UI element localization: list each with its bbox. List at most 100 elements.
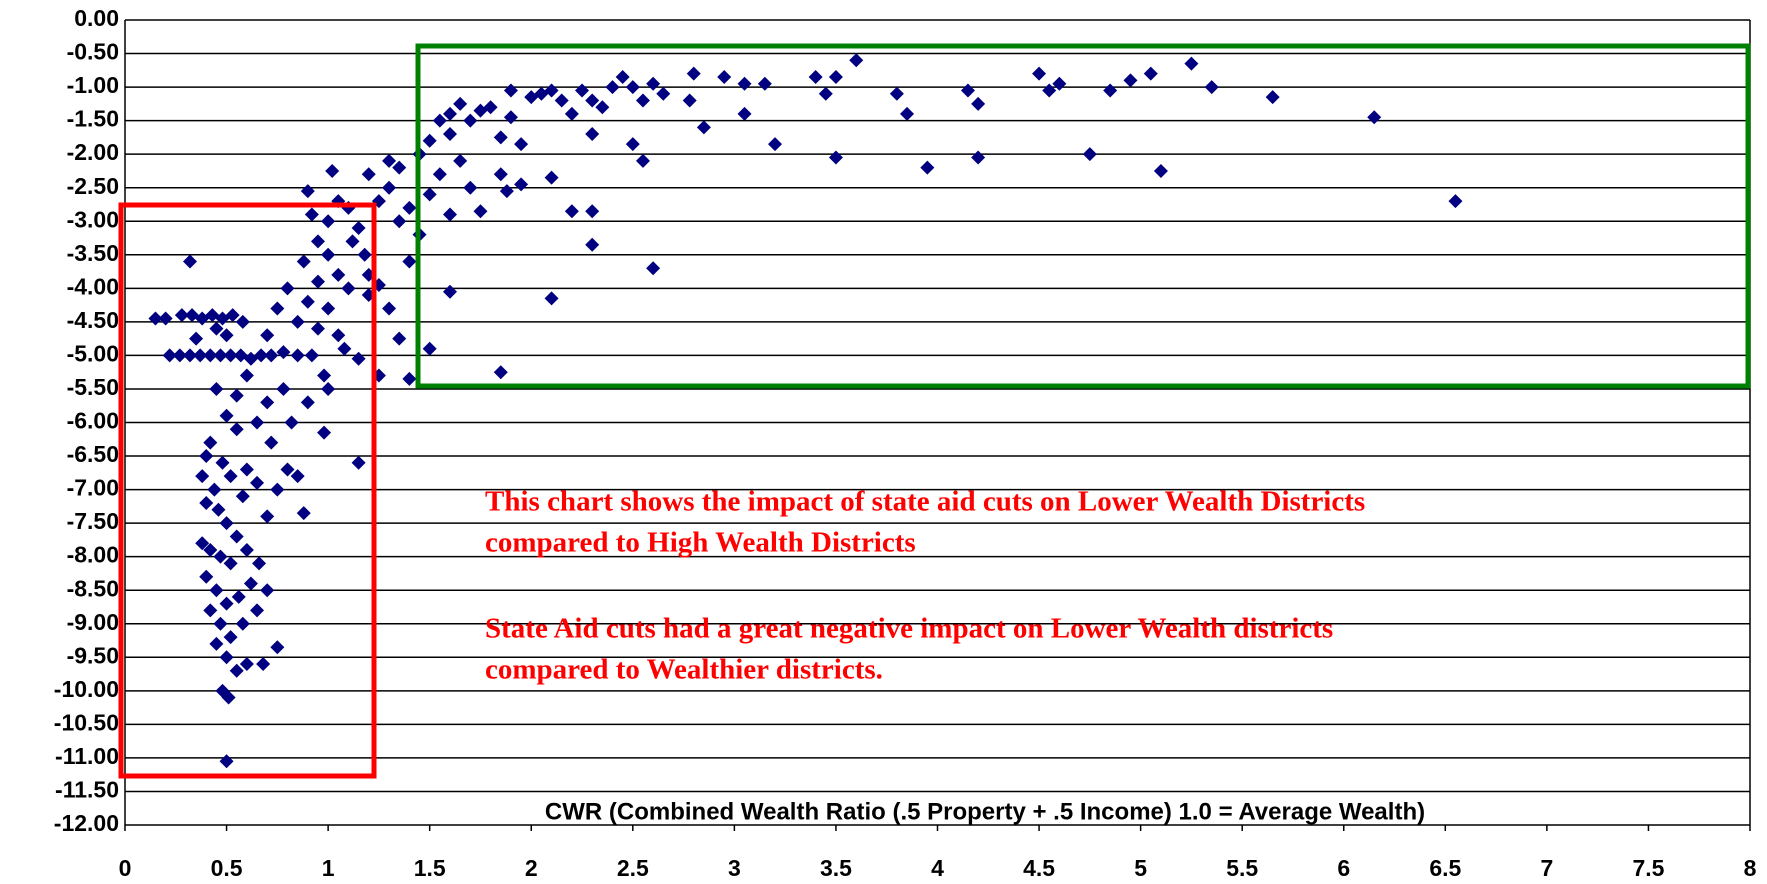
point [243,576,258,591]
y-tick-label: -2.50 [67,173,119,199]
annotation: This chart shows the impact of state aid… [485,486,1365,518]
point [696,120,711,135]
point [223,348,238,363]
point [382,301,397,316]
x-tick-label: 8 [1744,855,1757,881]
point [223,556,238,571]
point [209,381,224,396]
point [443,284,457,299]
y-tick-label: -4.00 [67,273,119,299]
point [280,281,295,296]
point [422,133,437,148]
point [321,381,336,396]
x-tick-label: 6.5 [1429,855,1461,881]
point [290,348,305,363]
point [402,254,417,269]
x-tick-label: 3.5 [820,855,852,881]
point [605,80,620,95]
point [1103,83,1118,98]
point [737,106,752,121]
point [432,113,447,128]
point [256,657,271,671]
point [503,83,518,98]
point [432,167,447,182]
point [971,96,986,111]
point [239,368,254,383]
point [1265,90,1280,105]
y-tick-label: -8.00 [67,542,119,568]
point [920,160,935,175]
point [757,76,772,91]
point [304,348,319,363]
y-tick-label: -4.50 [67,307,119,333]
point [300,294,315,309]
point [686,66,701,81]
point [296,254,311,269]
point [229,388,244,403]
point [499,184,514,199]
points [148,53,1463,769]
y-tick-label: -9.50 [67,642,119,668]
point [1184,56,1199,71]
point [402,200,417,215]
point [1448,194,1463,209]
point [514,177,529,192]
point [172,348,187,363]
point [276,381,291,396]
point [635,153,650,168]
point [203,542,218,557]
point [585,204,600,219]
point [554,93,569,108]
point [300,184,315,199]
point [260,328,275,343]
point [317,368,332,383]
point [392,160,407,175]
point [209,321,224,336]
x-tick-label: 5.5 [1226,855,1258,881]
point [254,348,269,363]
x-tick-label: 7 [1540,855,1553,881]
point [317,425,332,440]
point [615,70,630,85]
point [162,348,177,363]
point [199,449,214,464]
point [229,529,244,544]
point [453,96,468,111]
point [209,583,224,598]
annotation: compared to High Wealth Districts [485,527,916,559]
point [231,589,246,604]
point [321,301,336,316]
annotation: compared to Wealthier districts. [485,654,883,686]
y-tick-label: -10.50 [54,709,119,735]
point [473,204,488,219]
point [207,482,222,497]
point [1367,110,1382,125]
point [235,489,250,504]
point [325,163,340,178]
point [252,556,267,571]
point [514,137,529,152]
x-tick-label: 0 [119,855,132,881]
y-tick-label: -1.50 [67,106,119,132]
point [235,616,250,631]
point [828,150,843,165]
x-tick-label: 6 [1337,855,1350,881]
point [1042,83,1057,98]
point [351,351,366,366]
point [225,308,240,323]
point [250,603,265,618]
point [199,569,214,584]
point [849,53,864,68]
point [213,616,228,631]
y-tick-label: -9.00 [67,609,119,635]
point [625,80,640,95]
point [260,509,275,524]
point [213,348,228,363]
point [345,234,360,249]
point [392,331,407,346]
x-tick-label: 4.5 [1023,855,1055,881]
point [195,469,210,484]
point [463,113,478,128]
point [889,86,904,101]
